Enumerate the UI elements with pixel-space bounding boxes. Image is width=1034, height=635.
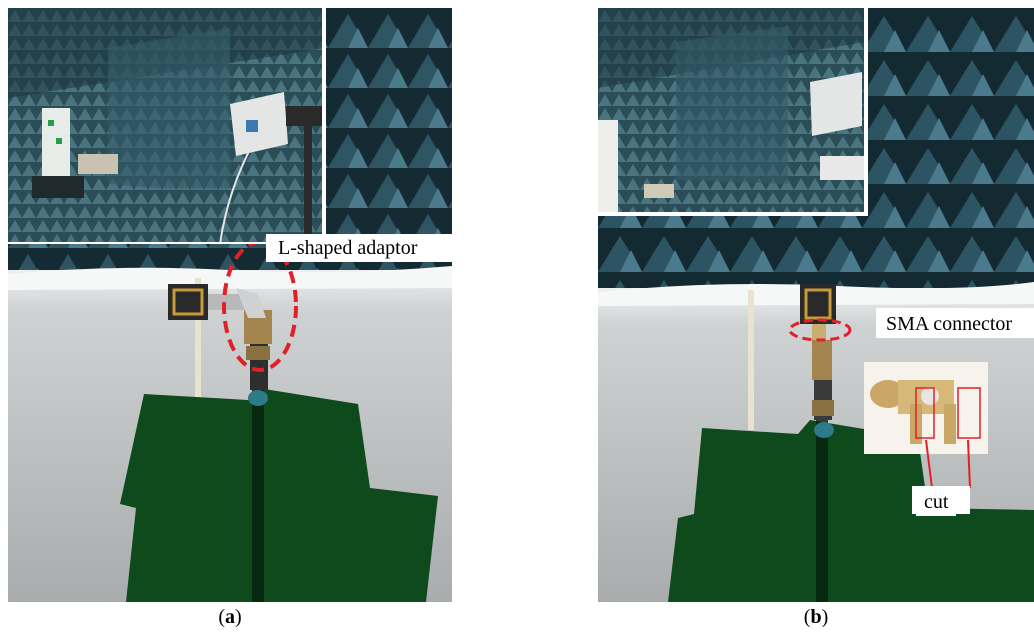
caption-b-letter: b	[810, 606, 822, 628]
caption-b-close: )	[821, 606, 829, 628]
caption-a-letter: a	[225, 606, 235, 628]
caption-a-open: (	[218, 606, 225, 628]
caption-b-open: (	[803, 606, 811, 628]
annotation-l-shaped-adaptor: L-shaped adaptor	[270, 234, 426, 262]
chamber-inset-b	[598, 8, 864, 212]
photo-panel-a: L-shaped adaptor	[8, 8, 452, 602]
sma-connector-inset	[864, 362, 988, 489]
photo-a	[8, 8, 452, 602]
annotation-cut: cut	[916, 488, 957, 516]
chamber-inset-a	[8, 8, 326, 245]
caption-a: (a)	[200, 606, 260, 629]
photo-panel-b: SMA connector cut	[598, 8, 1034, 602]
caption-a-close: )	[235, 606, 242, 628]
caption-b: (b)	[786, 606, 846, 629]
annotation-sma-connector: SMA connector	[878, 310, 1021, 338]
photo-b	[598, 8, 1034, 602]
